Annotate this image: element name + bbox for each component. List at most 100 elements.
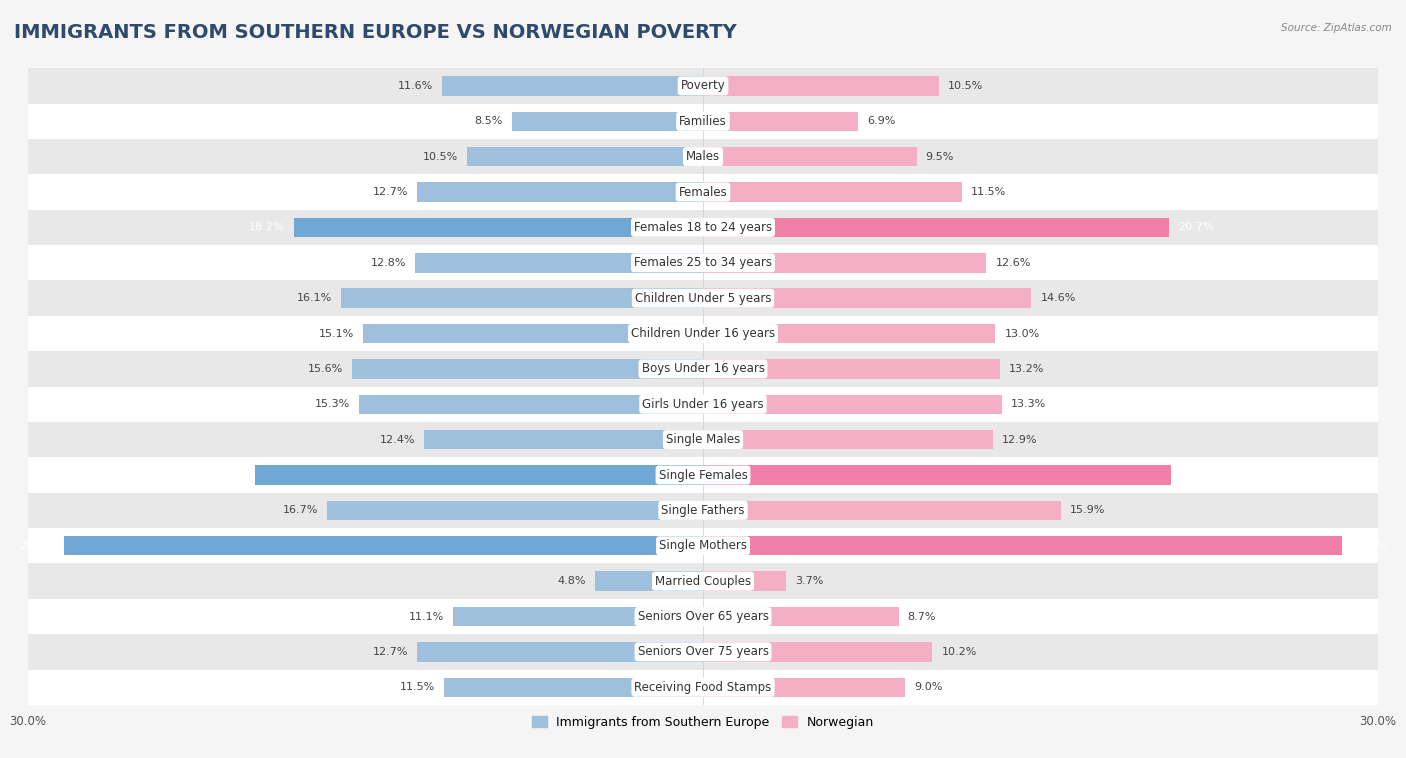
Text: IMMIGRANTS FROM SOUTHERN EUROPE VS NORWEGIAN POVERTY: IMMIGRANTS FROM SOUTHERN EUROPE VS NORWE… (14, 23, 737, 42)
Text: 9.5%: 9.5% (925, 152, 955, 161)
Text: 15.3%: 15.3% (315, 399, 350, 409)
Text: 15.6%: 15.6% (308, 364, 343, 374)
Text: 12.7%: 12.7% (373, 187, 408, 197)
Text: Children Under 16 years: Children Under 16 years (631, 327, 775, 340)
Text: Girls Under 16 years: Girls Under 16 years (643, 398, 763, 411)
Bar (418, 642, 703, 662)
Text: Married Couples: Married Couples (655, 575, 751, 587)
Bar (28, 457, 1378, 493)
Bar (28, 599, 1378, 634)
Bar (444, 678, 703, 697)
Text: 8.5%: 8.5% (474, 116, 503, 127)
Text: 28.4%: 28.4% (20, 540, 55, 551)
Bar (703, 465, 1171, 485)
Text: Families: Families (679, 114, 727, 128)
Text: Receiving Food Stamps: Receiving Food Stamps (634, 681, 772, 694)
Text: 13.3%: 13.3% (1011, 399, 1046, 409)
Legend: Immigrants from Southern Europe, Norwegian: Immigrants from Southern Europe, Norwegi… (526, 711, 880, 734)
Bar (467, 147, 703, 167)
Text: 19.9%: 19.9% (211, 470, 246, 480)
Bar (28, 139, 1378, 174)
Text: 11.1%: 11.1% (409, 612, 444, 622)
Text: Females: Females (679, 186, 727, 199)
Text: Females 18 to 24 years: Females 18 to 24 years (634, 221, 772, 234)
Bar (28, 528, 1378, 563)
Bar (453, 607, 703, 626)
Bar (703, 288, 1032, 308)
Bar (65, 536, 703, 556)
Bar (328, 501, 703, 520)
Bar (703, 536, 1341, 556)
Text: Single Fathers: Single Fathers (661, 504, 745, 517)
Text: 11.5%: 11.5% (970, 187, 1005, 197)
Bar (703, 218, 1168, 237)
Bar (28, 634, 1378, 669)
Bar (363, 324, 703, 343)
Text: 20.8%: 20.8% (1180, 470, 1215, 480)
Bar (28, 422, 1378, 457)
Bar (28, 563, 1378, 599)
Text: Males: Males (686, 150, 720, 163)
Bar (703, 501, 1060, 520)
Bar (294, 218, 703, 237)
Bar (352, 359, 703, 379)
Bar (425, 430, 703, 449)
Bar (703, 394, 1002, 414)
Text: 8.7%: 8.7% (908, 612, 936, 622)
Text: Single Mothers: Single Mothers (659, 539, 747, 553)
Text: 13.2%: 13.2% (1010, 364, 1045, 374)
Text: Source: ZipAtlas.com: Source: ZipAtlas.com (1281, 23, 1392, 33)
Text: 20.7%: 20.7% (1178, 222, 1213, 233)
Bar (340, 288, 703, 308)
Text: 12.6%: 12.6% (995, 258, 1031, 268)
Bar (28, 68, 1378, 104)
Bar (703, 253, 987, 273)
Text: 18.2%: 18.2% (249, 222, 284, 233)
Bar (28, 245, 1378, 280)
Text: 14.6%: 14.6% (1040, 293, 1076, 303)
Bar (703, 430, 993, 449)
Text: Boys Under 16 years: Boys Under 16 years (641, 362, 765, 375)
Bar (28, 316, 1378, 351)
Text: Females 25 to 34 years: Females 25 to 34 years (634, 256, 772, 269)
Text: 10.5%: 10.5% (423, 152, 458, 161)
Text: 16.7%: 16.7% (283, 506, 318, 515)
Text: Seniors Over 75 years: Seniors Over 75 years (637, 645, 769, 659)
Bar (28, 210, 1378, 245)
Bar (703, 324, 995, 343)
Text: 15.1%: 15.1% (319, 328, 354, 339)
Text: Poverty: Poverty (681, 80, 725, 92)
Text: 16.1%: 16.1% (297, 293, 332, 303)
Bar (703, 572, 786, 591)
Text: 12.7%: 12.7% (373, 647, 408, 657)
Bar (441, 77, 703, 96)
Text: 10.5%: 10.5% (948, 81, 983, 91)
Bar (28, 104, 1378, 139)
Text: 11.5%: 11.5% (401, 682, 436, 692)
Bar (28, 174, 1378, 210)
Text: 12.9%: 12.9% (1002, 434, 1038, 445)
Text: 13.0%: 13.0% (1004, 328, 1039, 339)
Bar (28, 280, 1378, 316)
Bar (595, 572, 703, 591)
Text: Seniors Over 65 years: Seniors Over 65 years (637, 610, 769, 623)
Bar (703, 183, 962, 202)
Bar (703, 678, 905, 697)
Text: Single Males: Single Males (666, 433, 740, 446)
Text: Children Under 5 years: Children Under 5 years (634, 292, 772, 305)
Bar (415, 253, 703, 273)
Text: 28.4%: 28.4% (1351, 540, 1386, 551)
Bar (703, 111, 858, 131)
Text: 12.4%: 12.4% (380, 434, 415, 445)
Bar (418, 183, 703, 202)
Text: 4.8%: 4.8% (558, 576, 586, 586)
Bar (512, 111, 703, 131)
Bar (703, 642, 932, 662)
Bar (28, 493, 1378, 528)
Text: Single Females: Single Females (658, 468, 748, 481)
Bar (359, 394, 703, 414)
Text: 10.2%: 10.2% (942, 647, 977, 657)
Text: 3.7%: 3.7% (796, 576, 824, 586)
Text: 9.0%: 9.0% (914, 682, 943, 692)
Bar (703, 359, 1000, 379)
